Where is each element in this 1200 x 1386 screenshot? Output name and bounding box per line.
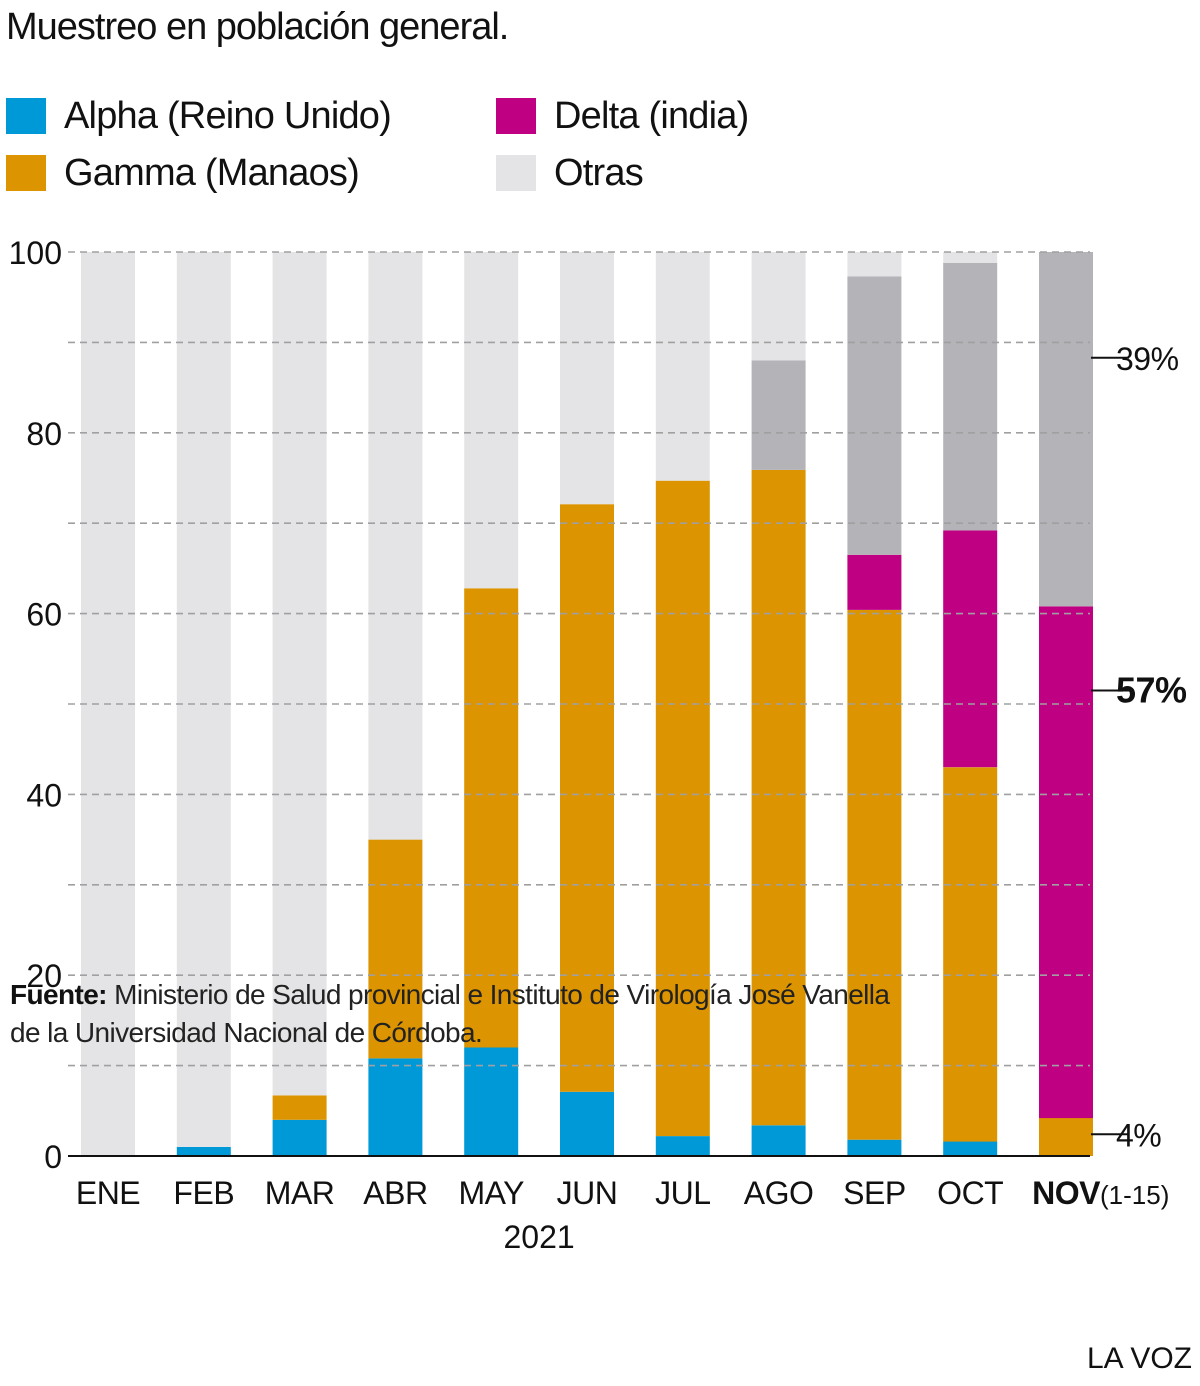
bar-mar-gamma	[272, 1095, 327, 1120]
bar-abr-otras	[368, 252, 423, 840]
bar-jul-alpha	[655, 1136, 710, 1156]
annotations-layer: 39% 57% 4%	[1091, 341, 1188, 1153]
x-tick-label-feb: FEB	[173, 1175, 234, 1211]
bars-layer	[81, 252, 1093, 1156]
bar-sep-delta_plus	[847, 276, 902, 555]
bar-sep-delta	[847, 554, 902, 610]
bar-ago-otras	[751, 252, 806, 361]
source-text: Ministerio de Salud provincial e Institu…	[10, 979, 890, 1048]
bar-sep-alpha	[847, 1139, 902, 1156]
x-tick-suffix-nov: (1-15)	[1100, 1180, 1169, 1210]
bar-sep-gamma	[847, 610, 902, 1140]
y-tick-label-80: 80	[26, 416, 62, 452]
bar-oct-otras	[943, 252, 998, 263]
y-tick-label-100: 100	[9, 235, 62, 271]
bar-jun-otras	[560, 252, 614, 505]
legend-item-otras: Otras	[496, 149, 644, 197]
bar-nov-gamma	[1039, 1118, 1093, 1156]
y-tick-label-20: 20	[26, 958, 62, 994]
x-tick-label-may: MAY	[458, 1175, 524, 1211]
x-tick-label-jul: JUL	[655, 1175, 710, 1211]
legend-label-alpha: Alpha (Reino Unido)	[64, 94, 392, 137]
x-tick-label-ago: AGO	[744, 1175, 814, 1211]
legend-item-delta: Delta (india)	[496, 92, 749, 140]
bar-jul-gamma	[655, 480, 710, 1137]
x-tick-label-mar: MAR	[265, 1175, 335, 1211]
bar-oct-delta_plus	[943, 262, 998, 531]
bar-abr-alpha	[368, 1058, 423, 1156]
bar-oct-delta	[943, 530, 998, 768]
legend-label-delta: Delta (india)	[554, 94, 749, 137]
bar-nov-delta	[1039, 606, 1093, 1119]
legend-swatch-otras	[496, 155, 536, 191]
bar-ago-alpha	[751, 1125, 806, 1156]
bar-jun-gamma	[560, 504, 614, 1092]
x-tick-label-ene: ENE	[76, 1175, 140, 1211]
y-tick-label-0: 0	[44, 1139, 62, 1175]
bar-oct-gamma	[943, 767, 998, 1142]
source-note: Fuente: Ministerio de Salud provincial e…	[10, 976, 910, 1052]
y-axis-ticks: 0 20 40 60 80 100	[9, 235, 62, 1175]
x-tick-label-sep: SEP	[843, 1175, 906, 1211]
legend-item-gamma: Gamma (Manaos)	[6, 149, 360, 197]
legend-item-alpha: Alpha (Reino Unido)	[6, 92, 392, 140]
x-axis-ticks: ENE FEB MAR ABR MAY JUN JUL AGO SEP OCT NOV (1-15) 2…	[76, 1175, 1170, 1255]
y-tick-label-60: 60	[26, 597, 62, 633]
stacked-bar-chart: 0 20 40 60 80 100 ENE FEB MAR ABR MAY JUN JUL AGO SEP…	[9, 235, 1188, 1255]
bar-jul-otras	[655, 252, 710, 481]
bar-ago-gamma	[751, 469, 806, 1126]
bar-feb-alpha	[176, 1147, 231, 1156]
x-tick-label-oct: OCT	[937, 1175, 1003, 1211]
bar-feb-otras	[176, 252, 231, 1147]
bar-sep-otras	[847, 252, 902, 277]
legend-label-gamma: Gamma (Manaos)	[64, 151, 360, 194]
y-tick-label-40: 40	[26, 777, 62, 813]
x-tick-label-abr: ABR	[363, 1175, 427, 1211]
bar-nov-delta_plus	[1039, 252, 1093, 607]
x-tick-label-jun: JUN	[557, 1175, 618, 1211]
bar-ago-delta_plus	[751, 360, 806, 470]
source-label: Fuente:	[10, 979, 108, 1010]
legend-label-otras: Otras	[554, 151, 644, 194]
chart-title: Muestreo en población general.	[6, 6, 509, 48]
legend-swatch-gamma	[6, 155, 46, 191]
x-tick-label-nov: NOV	[1032, 1175, 1101, 1211]
annotation-label-2: 4%	[1116, 1117, 1161, 1153]
legend-swatch-alpha	[6, 98, 46, 134]
bar-abr-gamma	[368, 839, 423, 1059]
bar-may-otras	[464, 252, 519, 589]
bar-may-alpha	[464, 1047, 519, 1156]
legend-swatch-delta	[496, 98, 536, 134]
bar-mar-alpha	[272, 1119, 327, 1156]
bar-may-gamma	[464, 588, 519, 1048]
brand-logo-text: LA VOZ	[1086, 1342, 1192, 1375]
grid-layer	[68, 251, 1090, 1157]
annotation-label-1: 57%	[1116, 669, 1187, 710]
bar-jun-alpha	[560, 1091, 614, 1156]
bar-oct-alpha	[943, 1141, 998, 1156]
bar-mar-otras	[272, 252, 327, 1096]
x-group-label: 2021	[504, 1219, 575, 1255]
annotation-label-0: 39%	[1116, 341, 1179, 377]
